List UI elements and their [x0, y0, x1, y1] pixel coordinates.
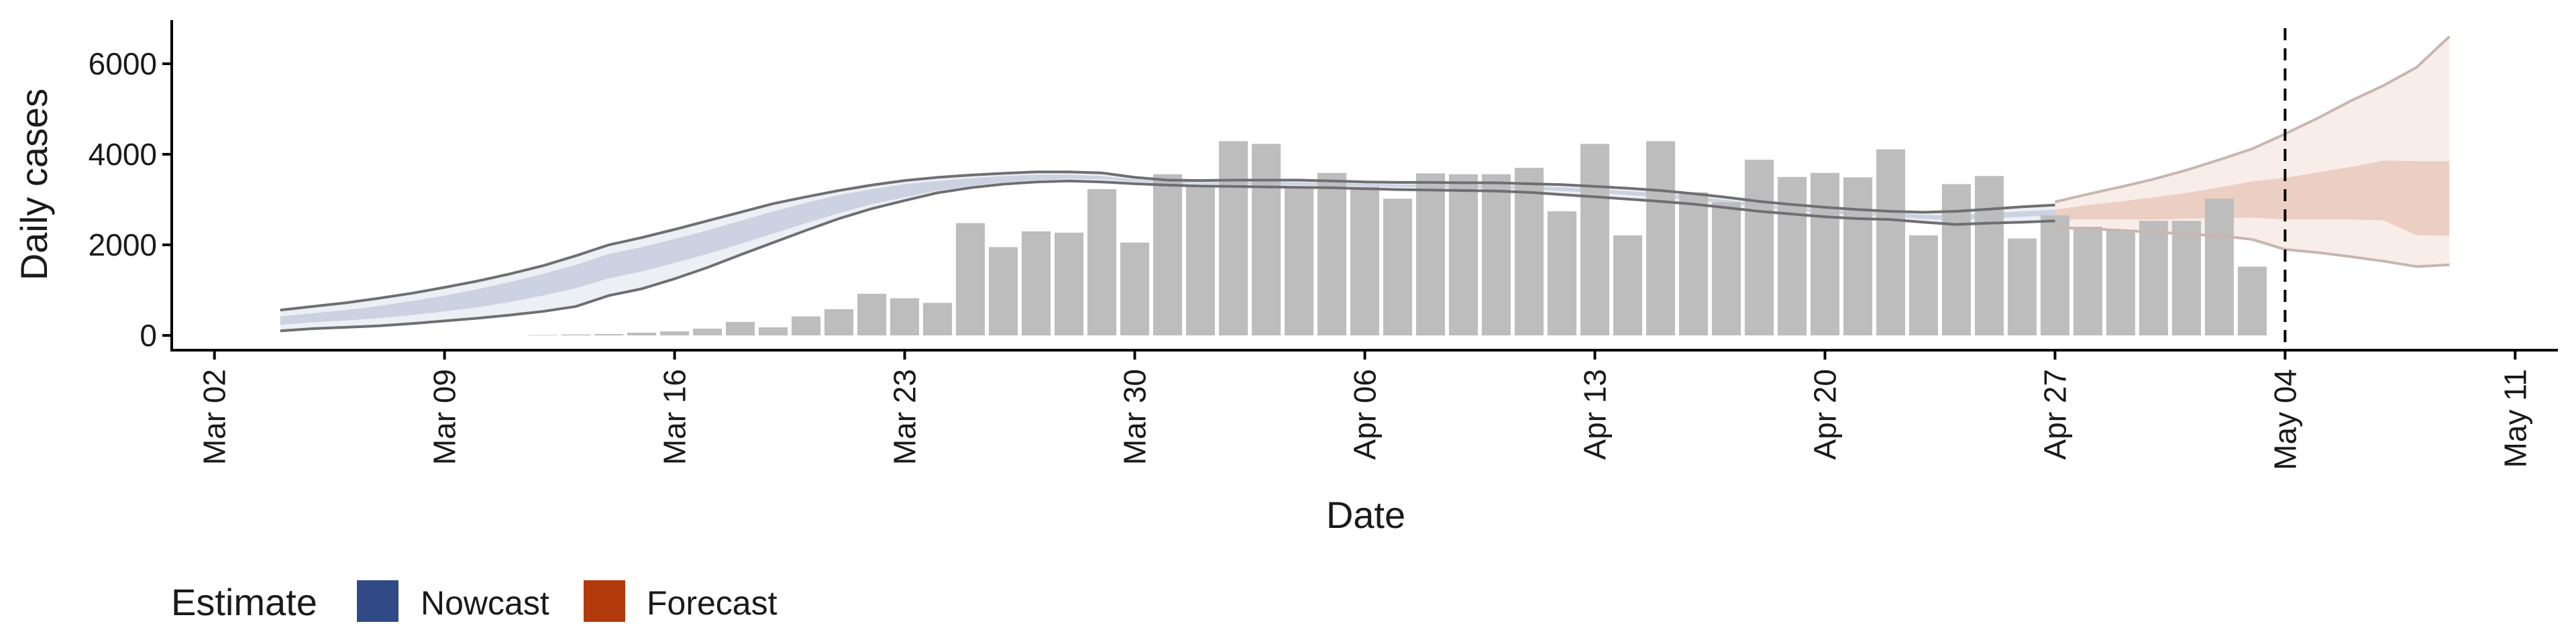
estimate-bands [280, 36, 2450, 331]
x-tick-label: Mar 30 [1118, 369, 1152, 465]
nowcast-upper-line [280, 170, 2055, 312]
case-bar [2171, 221, 2201, 335]
case-bar [1252, 144, 1281, 335]
forecast-50-band [2055, 160, 2450, 236]
estimate-band-edges [280, 36, 2451, 333]
legend-label-forecast: Forecast [647, 584, 777, 622]
case-bar [1547, 211, 1576, 335]
case-bar [2106, 231, 2135, 335]
y-tick-label: 4000 [89, 137, 157, 172]
case-bar [594, 334, 624, 335]
legend-label-nowcast: Nowcast [421, 584, 549, 622]
case-bar [1613, 235, 1642, 335]
y-tick-label: 0 [140, 318, 157, 353]
x-tick-label: May 04 [2267, 369, 2302, 470]
case-bar [1317, 172, 1346, 335]
case-bar [2040, 215, 2070, 335]
y-axis-title: Daily cases [13, 89, 55, 280]
case-bar [2073, 227, 2102, 335]
case-bar [1383, 199, 1412, 335]
x-tick-label: May 11 [2498, 369, 2532, 468]
case-bar [1711, 202, 1741, 335]
y-axis-ticks: 0 2000 4000 6000 [89, 46, 172, 353]
nowcast-lower-line [280, 179, 2055, 333]
case-bar [627, 332, 657, 335]
case-bar [1285, 187, 1314, 335]
x-tick-label: Apr 13 [1578, 369, 1613, 460]
case-bar [2204, 199, 2234, 335]
nowcast-50-band [280, 174, 2055, 325]
case-bar [1876, 149, 1905, 335]
case-bar [857, 293, 887, 335]
case-bar [1843, 177, 1872, 335]
case-bar [1580, 144, 1609, 335]
case-bar [956, 223, 985, 335]
case-bar [660, 331, 690, 335]
case-bar [1415, 173, 1445, 336]
x-tick-label: Apr 06 [1348, 369, 1383, 460]
y-tick-label: 2000 [89, 227, 157, 262]
x-tick-label: Apr 20 [1807, 369, 1842, 460]
case-bar [1744, 160, 1774, 335]
case-bar [1186, 186, 1216, 335]
case-bar [759, 327, 788, 336]
case-bar [1810, 172, 1839, 335]
case-bar [1909, 235, 1938, 335]
case-bar [693, 328, 722, 335]
case-bar [1120, 242, 1150, 335]
case-bar [1974, 176, 2004, 335]
legend-swatch-nowcast [357, 580, 398, 622]
case-bar [2237, 266, 2267, 335]
case-bar [792, 316, 821, 335]
x-axis-ticks: Mar 02 Mar 09 Mar 16 Mar 23 Mar 30 Apr 06 Apr … [197, 350, 2532, 470]
case-bar [1481, 174, 1511, 335]
case-bar [1022, 231, 1051, 336]
x-tick-label: Mar 16 [657, 369, 692, 465]
case-bar [923, 303, 953, 335]
case-bar [890, 298, 920, 335]
legend-swatch-forecast [584, 580, 625, 622]
case-bar [1153, 174, 1183, 335]
forecast-90-band [2055, 36, 2450, 267]
legend: Estimate Nowcast Forecast [171, 580, 777, 623]
x-tick-label: Mar 23 [888, 369, 922, 465]
case-bar [2007, 238, 2037, 335]
case-bar [1087, 189, 1117, 335]
case-bar [1350, 186, 1379, 335]
case-bar [1646, 141, 1675, 335]
x-axis-title: Date [1326, 494, 1405, 536]
forecast-upper-line [2054, 36, 2451, 203]
x-tick-label: Mar 09 [427, 369, 462, 465]
case-bar [1777, 176, 1807, 336]
case-bar [1219, 141, 1248, 335]
x-tick-label: Mar 02 [197, 369, 232, 465]
nowcast-90-band [280, 172, 2055, 331]
case-bar [2139, 221, 2168, 335]
y-tick-label: 6000 [89, 46, 157, 81]
daily-case-bars [529, 141, 2267, 336]
case-bar [989, 247, 1018, 335]
case-bar [1941, 184, 1971, 335]
case-bar [1678, 192, 1708, 335]
x-tick-label: Apr 27 [2037, 369, 2072, 460]
case-bar [1448, 174, 1478, 335]
case-bar [1055, 232, 1084, 335]
case-bar [726, 321, 755, 336]
forecast-lower-line [2055, 226, 2450, 268]
legend-title: Estimate [171, 581, 317, 623]
case-bar [824, 309, 854, 336]
case-bar [1514, 168, 1544, 335]
